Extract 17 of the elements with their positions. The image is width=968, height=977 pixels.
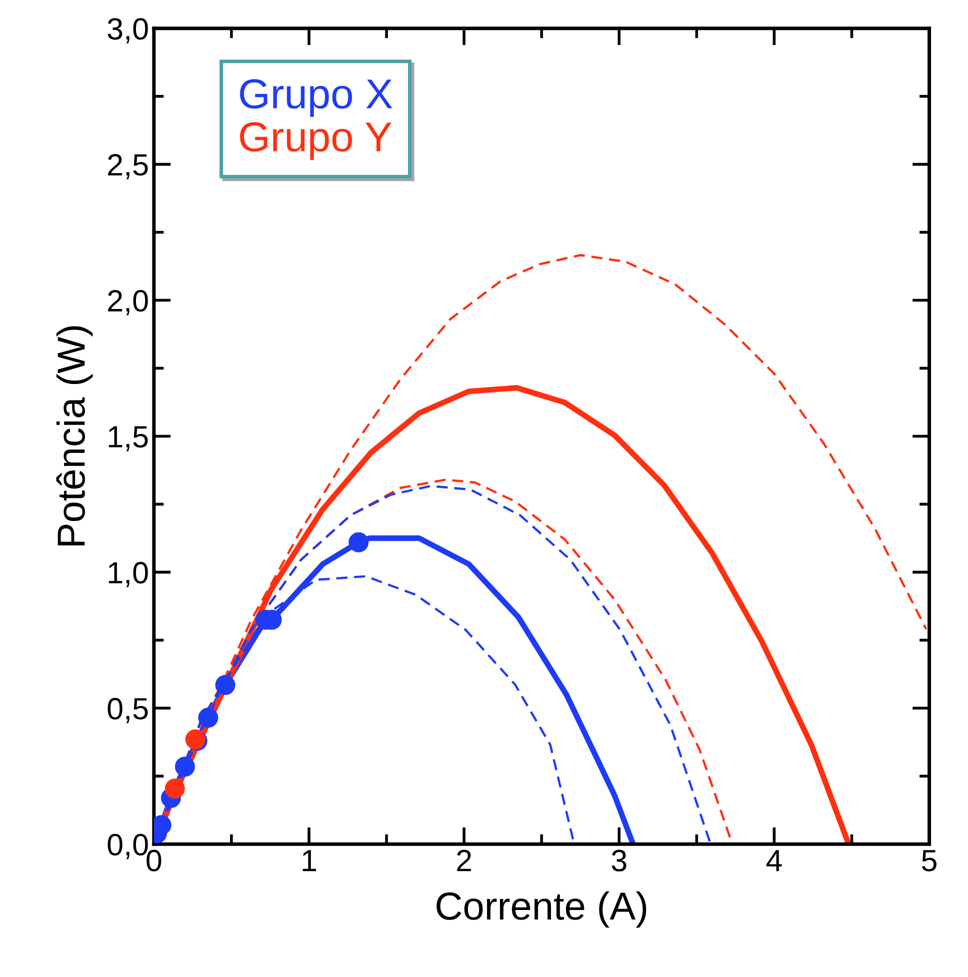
y-tick-label: 0,5 [108,698,148,724]
x-tick-label: 0 [146,850,162,872]
y-tick-label: 3,0 [108,18,148,44]
y-tick-label: 0,0 [108,834,148,860]
text: Grupo Y [240,122,392,160]
x-tick-label: 5 [922,850,936,872]
text: Grupo X [240,79,392,117]
x-tick-label: 1 [302,850,316,872]
y-tick-label: 2,0 [108,290,148,316]
x-axis-title: Corrente (A) [436,891,646,928]
y-axis-title: Potência (W) [56,326,93,546]
x-tick-label: 3 [612,850,626,872]
y-tick-label: 1,0 [108,562,148,588]
y-tick-label: 1,5 [108,426,148,452]
x-tick-label: 2 [457,850,472,872]
x-tick-label: 4 [766,850,782,872]
y-tick-label: 2,5 [108,154,148,180]
